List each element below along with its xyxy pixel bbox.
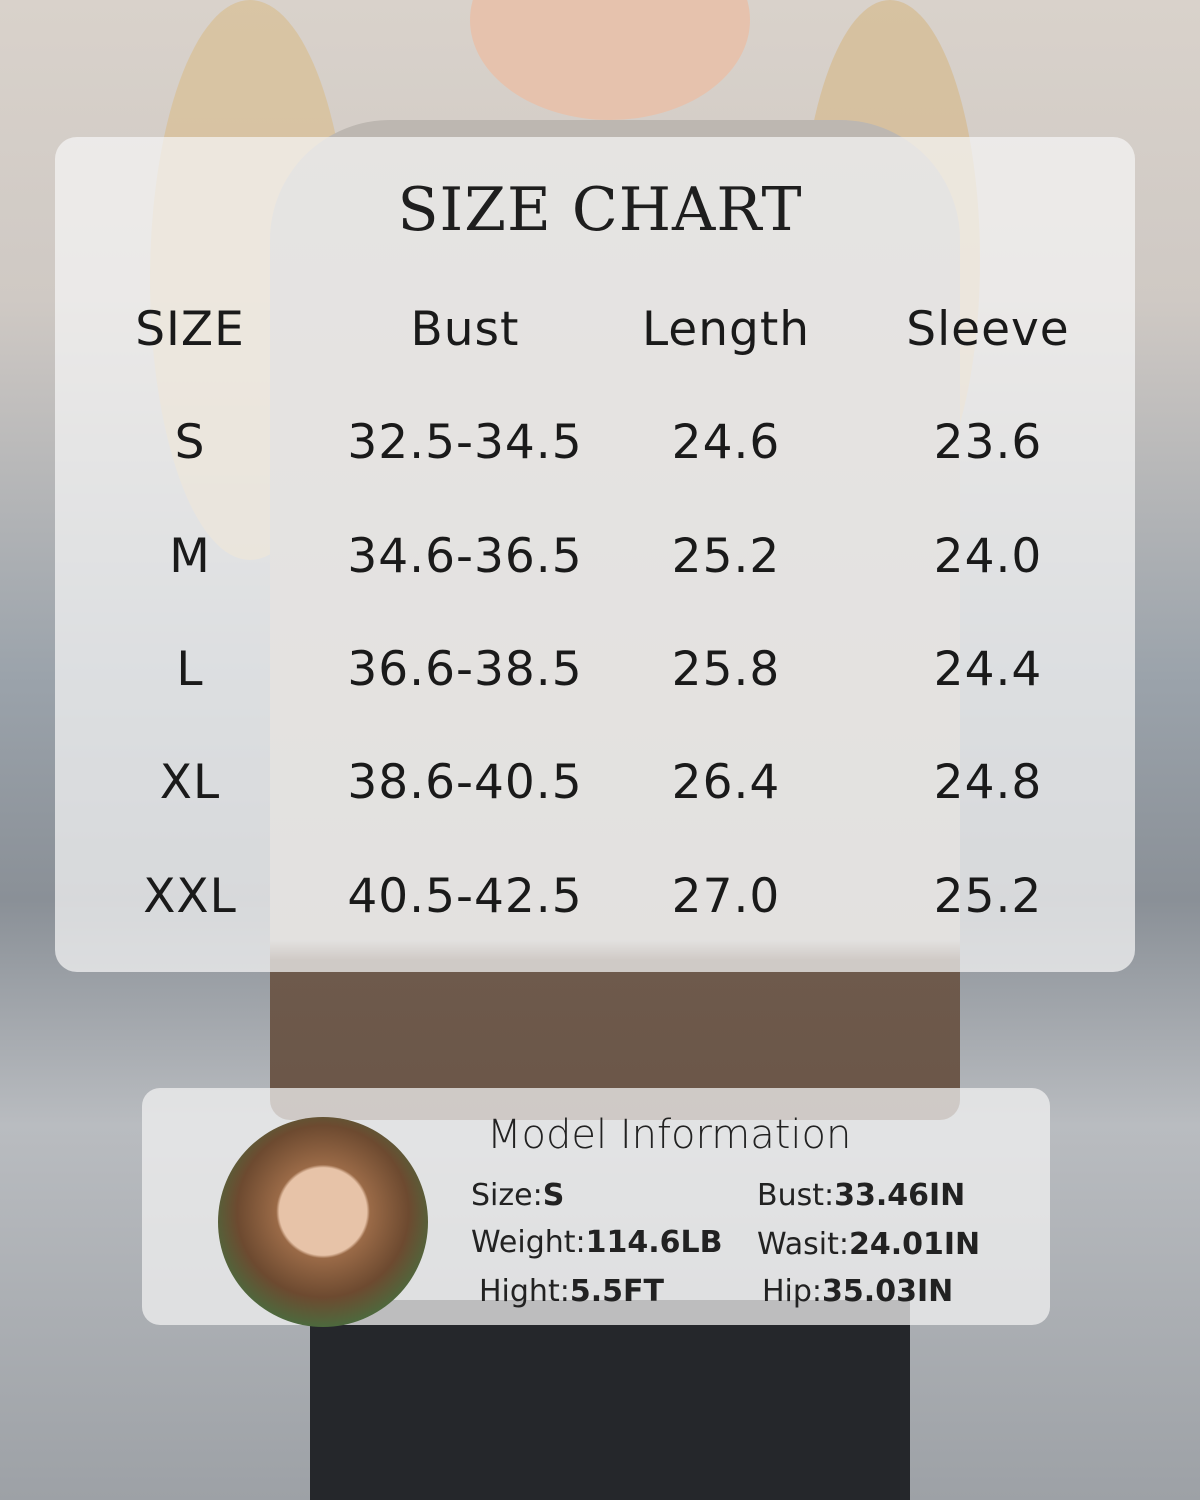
table-cell: 24.4 bbox=[933, 642, 1043, 697]
model-info-value: 24.01IN bbox=[848, 1227, 981, 1262]
model-info-value: 33.46IN bbox=[834, 1178, 966, 1213]
table-cell: 24.0 bbox=[933, 529, 1043, 584]
model-info-label: Hight: bbox=[479, 1274, 570, 1309]
model-avatar bbox=[218, 1117, 428, 1327]
model-info-label: Bust: bbox=[757, 1178, 835, 1213]
table-cell: 23.6 bbox=[933, 415, 1043, 470]
model-info-item: Bust:33.46IN bbox=[757, 1178, 965, 1213]
model-info-item: Hight:5.5FT bbox=[479, 1274, 664, 1309]
table-cell: 24.8 bbox=[933, 755, 1043, 810]
column-header: SIZE bbox=[135, 302, 245, 357]
column-header: Bust bbox=[410, 302, 520, 357]
model-info-title: Model Information bbox=[487, 1112, 852, 1158]
table-cell: 26.4 bbox=[671, 755, 781, 810]
table-cell: 32.5-34.5 bbox=[347, 415, 583, 470]
table-cell: XL bbox=[159, 755, 221, 810]
background-photo bbox=[470, 0, 750, 120]
table-cell: 27.0 bbox=[671, 869, 781, 924]
table-cell: 25.2 bbox=[933, 869, 1043, 924]
background-photo bbox=[310, 1300, 910, 1500]
model-info-value: 5.5FT bbox=[569, 1274, 664, 1309]
table-cell: 24.6 bbox=[671, 415, 781, 470]
model-info-item: Weight:114.6LB bbox=[471, 1225, 723, 1260]
model-info-value: 35.03IN bbox=[822, 1274, 954, 1309]
size-chart-title: SIZE CHART bbox=[397, 175, 803, 245]
model-info-label: Wasit: bbox=[757, 1227, 849, 1262]
model-info-value: S bbox=[542, 1178, 565, 1213]
column-header: Length bbox=[641, 302, 811, 357]
table-cell: 25.8 bbox=[671, 642, 781, 697]
size-chart-panel bbox=[55, 137, 1135, 972]
table-cell: S bbox=[174, 415, 206, 470]
table-cell: 25.2 bbox=[671, 529, 781, 584]
model-info-label: Hip: bbox=[762, 1274, 823, 1309]
model-info-label: Weight: bbox=[471, 1225, 586, 1260]
table-cell: 40.5-42.5 bbox=[347, 869, 583, 924]
table-cell: 38.6-40.5 bbox=[347, 755, 583, 810]
model-info-item: Size:S bbox=[471, 1178, 564, 1213]
table-cell: M bbox=[169, 529, 211, 584]
model-info-value: 114.6LB bbox=[585, 1225, 723, 1260]
table-cell: 34.6-36.5 bbox=[347, 529, 583, 584]
model-info-label: Size: bbox=[471, 1178, 543, 1213]
table-cell: 36.6-38.5 bbox=[347, 642, 583, 697]
model-info-item: Wasit:24.01IN bbox=[757, 1227, 980, 1262]
table-cell: XXL bbox=[143, 869, 237, 924]
model-info-item: Hip:35.03IN bbox=[762, 1274, 953, 1309]
column-header: Sleeve bbox=[906, 302, 1070, 357]
table-cell: L bbox=[176, 642, 204, 697]
